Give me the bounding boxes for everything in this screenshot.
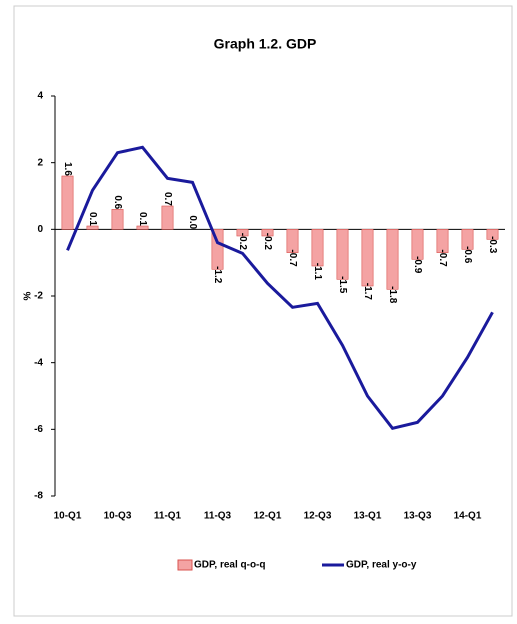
y-tick-label: -2 [34, 291, 43, 302]
x-tick-label: 12-Q3 [304, 511, 332, 522]
bar [111, 209, 124, 230]
y-axis-label: % [23, 291, 34, 300]
bar [86, 225, 99, 230]
bar [486, 229, 499, 240]
bar [286, 229, 299, 253]
bar [336, 229, 349, 280]
value-label: 0.0 [187, 215, 198, 229]
x-tick-label: 11-Q1 [154, 511, 182, 522]
bar [261, 229, 274, 237]
value-label: -1.5 [337, 276, 348, 294]
value-label: -0.3 [487, 236, 498, 254]
x-tick-label: 14-Q1 [454, 511, 482, 522]
x-tick-label: 12-Q1 [254, 511, 282, 522]
value-label: -0.2 [262, 233, 273, 251]
bar [361, 229, 374, 287]
x-tick-label: 10-Q1 [54, 511, 82, 522]
value-label: -1.7 [362, 283, 373, 301]
bar [411, 229, 424, 260]
frame [13, 5, 513, 617]
y-tick-label: 4 [37, 91, 43, 102]
value-label: 0.1 [87, 212, 98, 226]
bar [136, 225, 149, 230]
bar [211, 229, 224, 270]
y-tick-label: 2 [37, 157, 43, 168]
y-tick-label: -8 [34, 491, 43, 502]
value-label: -0.9 [412, 256, 423, 274]
bar [161, 205, 174, 230]
y-tick-label: -6 [34, 424, 43, 435]
x-tick-label: 13-Q1 [354, 511, 382, 522]
value-label: -1.8 [387, 286, 398, 304]
bar [461, 229, 474, 250]
x-tick-label: 13-Q3 [404, 511, 432, 522]
legend-label: GDP, real y-o-y [346, 560, 417, 571]
bar [236, 229, 249, 237]
x-tick-label: 11-Q3 [204, 511, 232, 522]
value-label: -0.7 [437, 249, 448, 267]
value-label: 0.7 [162, 192, 173, 206]
line [66, 145, 494, 431]
value-label: -1.1 [312, 263, 323, 281]
legend-label: GDP, real q-o-q [194, 560, 266, 571]
y-tick-label: -4 [34, 357, 43, 368]
value-label: -1.2 [212, 266, 223, 284]
legend-swatch [177, 559, 193, 571]
value-label: 0.1 [137, 212, 148, 226]
value-label: 1.6 [62, 162, 73, 176]
value-label: -0.2 [237, 233, 248, 251]
y-tick-label: 0 [37, 224, 43, 235]
bar [311, 229, 324, 267]
chart-title: Graph 1.2. GDP [214, 36, 317, 52]
bar [61, 175, 74, 230]
bar [436, 229, 449, 253]
value-label: 0.6 [112, 195, 123, 209]
value-label: -0.7 [287, 249, 298, 267]
x-tick-label: 10-Q3 [104, 511, 132, 522]
value-label: -0.6 [462, 246, 473, 264]
bar [386, 229, 399, 290]
